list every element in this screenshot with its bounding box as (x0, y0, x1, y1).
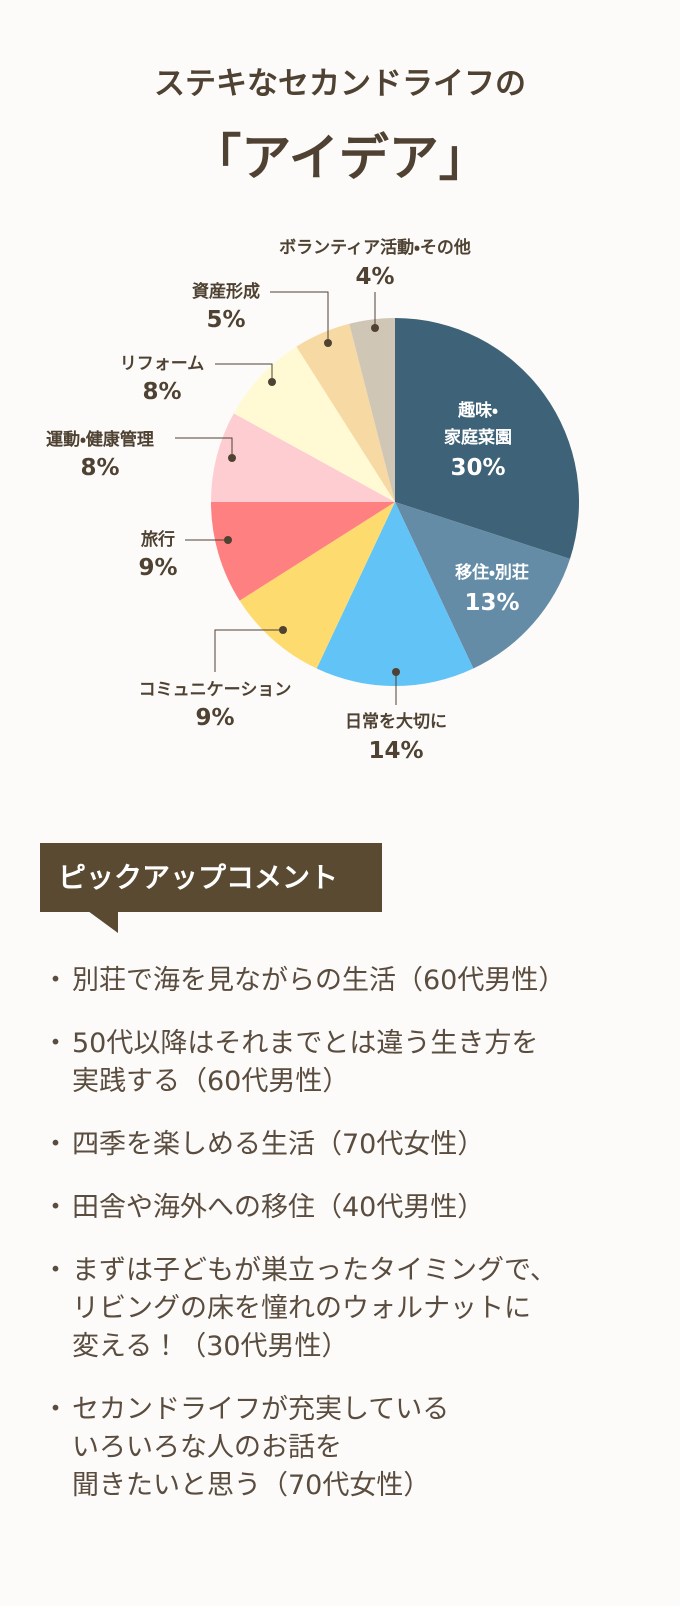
pie-slice (233, 346, 395, 502)
pie-slice (395, 318, 579, 559)
slice-label: ボランティア活動・その他 (279, 238, 471, 258)
leader-dot (279, 626, 287, 634)
leader-dot (268, 378, 276, 386)
pie-chart (175, 291, 579, 705)
slice-label: 旅行 (141, 530, 175, 550)
slice-value: 9% (195, 705, 235, 731)
leader-dot (224, 536, 232, 544)
comment: 田舎や海外への移住（40代男性） (42, 1189, 668, 1227)
pie-slice (395, 502, 570, 669)
comment: セカンドライフが充実している いろいろな人のお話を 聞きたいと思う（70代女性） (42, 1391, 668, 1505)
slice-label: 資産形成 (192, 282, 260, 302)
heading-tail (88, 911, 118, 933)
pie-slice (239, 502, 395, 669)
leader-line (270, 291, 329, 343)
pie-slice (296, 323, 395, 502)
slice-label: 運動・健康管理 (46, 430, 154, 450)
slice-value: 13% (464, 590, 520, 616)
pie-slice (211, 413, 395, 502)
title-line: 「アイデア」 (191, 129, 489, 187)
leader-line (215, 363, 273, 382)
slice-label: 日常を大切に (345, 712, 447, 732)
leader-dot (324, 339, 332, 347)
pie-slice (349, 318, 395, 502)
comment-list: 別荘で海を見ながらの生活（60代男性） 50代以降はそれまでとは違う生き方を 実践… (42, 962, 668, 1530)
slice-value: 4% (355, 264, 395, 290)
comment: 別荘で海を見ながらの生活（60代男性） (42, 962, 668, 1000)
slice-value: 8% (142, 379, 182, 405)
slice-value: 30% (450, 455, 506, 481)
slice-value: 9% (138, 555, 178, 581)
slice-value: 8% (80, 455, 120, 481)
leader-line (175, 437, 233, 458)
leader-dot (392, 668, 400, 676)
comment-heading: ピックアップコメント (40, 843, 382, 912)
slice-value: 14% (368, 738, 424, 764)
slice-label: リフォーム (119, 354, 205, 374)
comment: 四季を楽しめる生活（70代女性） (42, 1126, 668, 1164)
title-line: ステキなセカンドライフの (154, 66, 526, 102)
slice-label: コミュニケーション (138, 680, 292, 700)
comment: 50代以降はそれまでとは違う生き方を 実践する（60代男性） (42, 1025, 668, 1101)
pie-slice (316, 502, 474, 686)
pie-slice (211, 502, 395, 601)
comment: まずは子どもが巣立ったタイミングで、 リビングの床を憧れのウォルナットに 変える… (42, 1252, 668, 1366)
slice-label: 移住・別荘 (455, 563, 529, 583)
slice-label: 趣味・ 家庭菜園 (444, 401, 512, 448)
leader-dot (371, 324, 379, 332)
slice-value: 5% (206, 307, 246, 333)
leader-line (214, 629, 283, 672)
leader-dot (228, 454, 236, 462)
